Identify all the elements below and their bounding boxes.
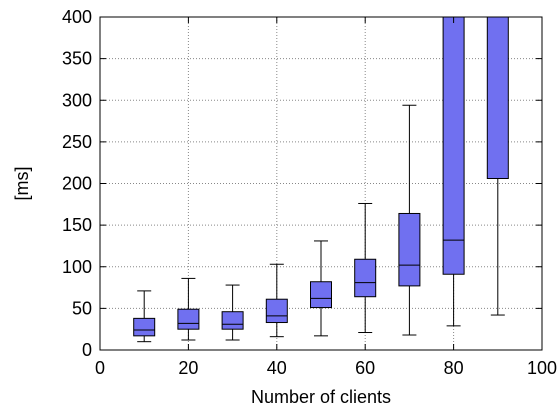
box-iqr [442, 16, 465, 275]
y-tick-label: 100 [62, 257, 92, 277]
box-group [310, 240, 332, 337]
box-group [133, 290, 156, 343]
box-iqr [177, 308, 200, 330]
x-axis-label: Number of clients [251, 387, 391, 407]
box-group [354, 202, 377, 334]
box-group [398, 104, 421, 336]
box-iqr [398, 212, 421, 287]
box-iqr [354, 258, 377, 298]
y-tick-label: 400 [62, 7, 92, 27]
box-iqr [310, 281, 332, 309]
box-iqr [221, 311, 244, 330]
box-group [177, 277, 200, 341]
box-group [486, 16, 509, 316]
y-tick-label: 150 [62, 215, 92, 235]
y-tick-label: 0 [82, 340, 92, 360]
box-iqr [486, 16, 509, 180]
box-group [265, 263, 288, 338]
box-group [442, 16, 465, 327]
x-tick-label: 0 [95, 358, 105, 378]
x-tick-label: 40 [267, 358, 287, 378]
y-tick-label: 350 [62, 49, 92, 69]
y-tick-label: 200 [62, 174, 92, 194]
y-tick-label: 50 [72, 298, 92, 318]
y-tick-label: 300 [62, 90, 92, 110]
x-tick-label: 20 [178, 358, 198, 378]
y-axis-label: [ms] [12, 167, 32, 201]
box-layer [133, 16, 509, 343]
x-tick-label: 60 [355, 358, 375, 378]
box-iqr [133, 317, 156, 337]
box-iqr [265, 298, 288, 324]
box-group [221, 284, 244, 341]
x-tick-label: 100 [527, 358, 557, 378]
tick-layer: 0 20 40 60 80 100 0 50 100 150 200 250 300 350 400 [62, 7, 557, 378]
y-tick-label: 250 [62, 132, 92, 152]
x-tick-label: 80 [444, 358, 464, 378]
